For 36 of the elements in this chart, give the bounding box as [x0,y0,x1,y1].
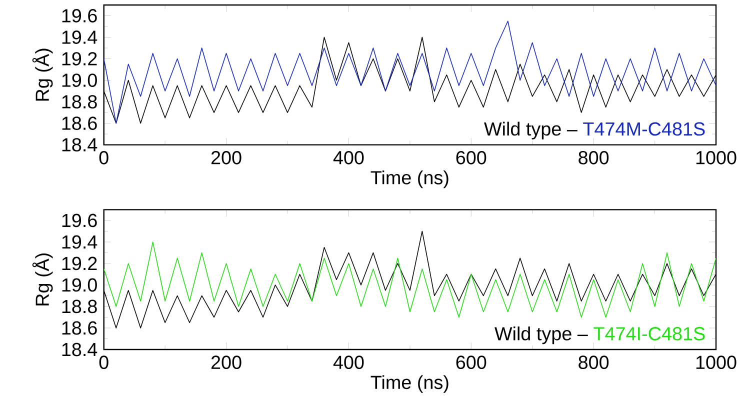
y-tick-label: 19.4 [62,235,98,248]
y-tick-label: 18.4 [62,342,98,356]
y-tick-label: 19.6 [62,8,97,22]
x-tick-label: 0 [99,150,108,164]
y-tick-label: 18.6 [62,116,97,130]
series-label: Wild type – [484,122,578,140]
y-tick-label: 18.6 [62,321,97,334]
y-tick-label: 19.0 [62,73,97,87]
line-series [104,20,716,124]
y-tick-label: 19.0 [62,278,97,292]
x-tick-label: 800 [578,355,609,369]
y-tick-label: 19.6 [62,214,97,227]
x-axis-title: Time (ns) [370,375,448,393]
y-tick-label: 19.2 [62,256,97,270]
y-tick-label: 18.8 [62,300,97,313]
series-label: T474M-C481S [583,122,705,136]
y-tick-label: 18.8 [62,94,97,108]
y-tick-label: 19.2 [62,52,97,66]
y-axis-title: Rg (Å) [32,48,53,100]
x-tick-label: 800 [578,150,609,164]
x-tick-label: 200 [211,150,242,164]
x-tick-label: 400 [333,150,364,164]
y-tick-label: 19.4 [62,30,98,44]
x-tick-label: 1000 [696,355,736,369]
y-tick-label: 18.4 [62,138,98,152]
x-tick-label: 600 [456,150,486,164]
y-axis-title: Rg (Å) [32,253,53,306]
x-tick-label: 0 [99,355,108,369]
x-axis-title: Time (ns) [370,170,448,188]
line-series [104,241,716,318]
x-tick-label: 200 [211,355,242,369]
series-label: T474I-C481S [594,326,705,340]
x-tick-label: 400 [333,355,364,369]
series-label: Wild type – [494,326,588,344]
x-tick-label: 600 [456,355,486,369]
x-tick-label: 1000 [696,150,736,164]
